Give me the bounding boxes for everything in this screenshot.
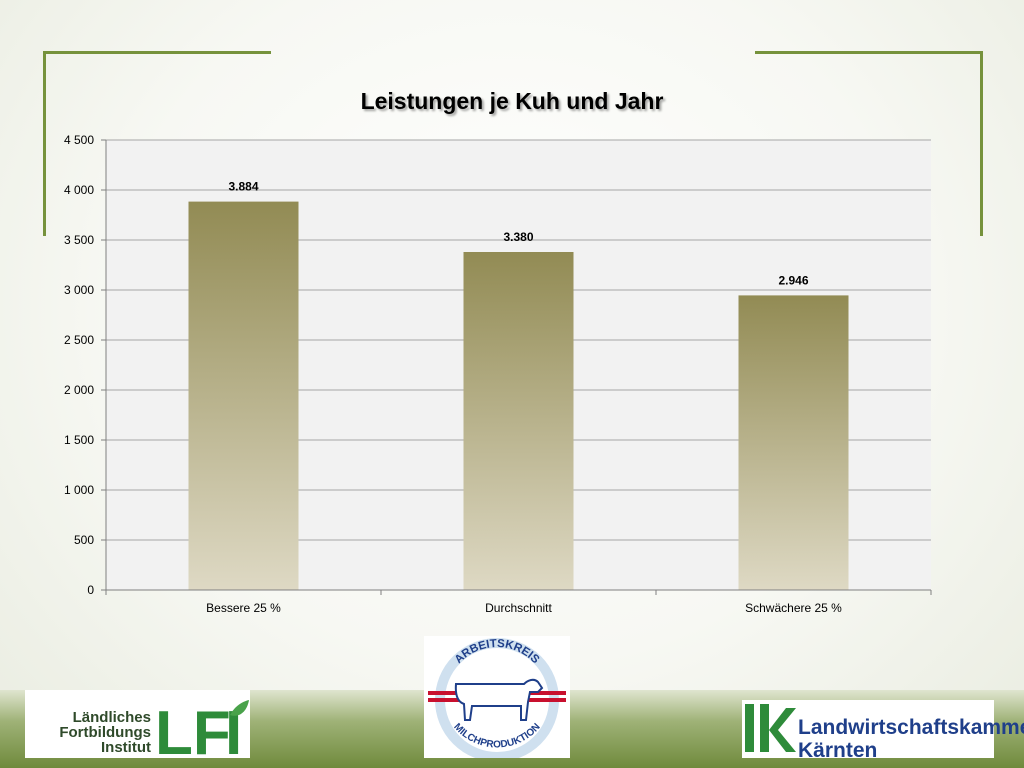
data-label: 3.884: [228, 180, 258, 194]
y-tick-label: 4 000: [64, 183, 94, 197]
bar-chart: 0 500 1 000 1 500 2 000 2 500 3 000 3 500 4 000 4…: [64, 133, 932, 615]
lk-logo: Landwirtschaftskammer Kärnten: [742, 700, 1024, 762]
svg-text:LF: LF: [155, 699, 231, 758]
bars: [188, 201, 849, 590]
axes: [101, 139, 932, 595]
frame-right: [980, 51, 983, 236]
y-tick-label: 500: [74, 533, 94, 547]
bar: [463, 252, 574, 590]
y-tick-label: 3 000: [64, 283, 94, 297]
x-tick-label: Schwächere 25 %: [745, 601, 842, 615]
arbeitskreis-logo: ARBEITSKREIS MILCHPRODUKTION: [424, 636, 570, 762]
frame-left: [43, 51, 46, 236]
bar: [188, 201, 299, 590]
data-label: 2.946: [778, 273, 808, 287]
lfi-logo: Ländliches Fortbildungs Institut LF I: [25, 690, 250, 758]
frame-top-right: [755, 51, 983, 54]
y-tick-label: 4 500: [64, 133, 94, 147]
y-tick-label: 2 000: [64, 383, 94, 397]
labels: 0 500 1 000 1 500 2 000 2 500 3 000 3 500 4 000 4…: [64, 133, 842, 615]
y-tick-label: 1 500: [64, 433, 94, 447]
lk-mark-icon: [745, 704, 796, 752]
x-tick-label: Durchschnitt: [485, 601, 552, 615]
y-tick-label: 1 000: [64, 483, 94, 497]
y-tick-label: 2 500: [64, 333, 94, 347]
lfi-logo-text: Ländliches Fortbildungs Institut: [59, 709, 151, 756]
lfi-mark-icon: LF I: [155, 699, 249, 758]
cow-icon: [454, 678, 544, 721]
bar: [738, 295, 849, 590]
lk-logo-text: Landwirtschaftskammer Kärnten: [798, 716, 1024, 762]
data-label: 3.380: [503, 230, 533, 244]
y-tick-label: 3 500: [64, 233, 94, 247]
chart-title: Leistungen je Kuh und Jahr: [360, 88, 664, 114]
frame-top-left: [43, 51, 271, 54]
y-tick-label: 0: [87, 583, 94, 597]
arbeitskreis-emblem-icon: ARBEITSKREIS MILCHPRODUKTION: [428, 638, 566, 762]
x-tick-label: Bessere 25 %: [206, 601, 281, 615]
